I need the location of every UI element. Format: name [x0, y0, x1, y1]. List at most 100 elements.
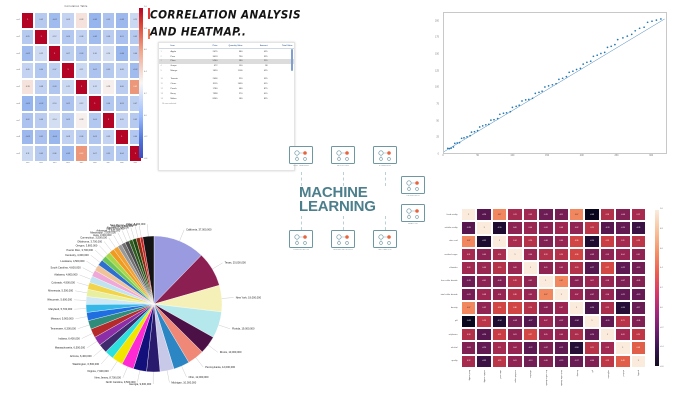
correlation-cell[interactable]: -0.02	[88, 28, 102, 46]
heatmap-cell[interactable]: -0.34	[568, 314, 585, 328]
table-cell[interactable]: 8245	[212, 97, 218, 100]
heatmap-cell[interactable]: -0.22	[522, 341, 539, 355]
correlation-cell[interactable]: 0.09	[61, 12, 75, 29]
table-cell[interactable]: 875	[263, 87, 268, 90]
heatmap-cell[interactable]: 0.09	[615, 327, 631, 342]
correlation-cell[interactable]: 0.05	[34, 12, 48, 29]
heatmap-cell[interactable]: 0.18	[461, 327, 477, 342]
heatmap-cell[interactable]: -0.06	[491, 274, 508, 288]
heatmap-cell[interactable]: 1	[507, 247, 523, 262]
table-cell[interactable]: 98	[265, 65, 268, 68]
heatmap-cell[interactable]: 0.21	[584, 341, 600, 355]
heatmap-cell[interactable]: -0.68	[461, 314, 477, 328]
correlation-cell[interactable]: 0.14	[101, 45, 116, 62]
correlation-cell[interactable]: 0.03	[74, 45, 89, 62]
table-cell[interactable]: 220	[238, 78, 243, 80]
correlation-cell[interactable]: 0.06	[74, 128, 89, 146]
correlation-cell[interactable]: 0.06	[101, 28, 116, 46]
correlation-cell[interactable]: 0.04	[61, 28, 75, 46]
heatmap-cell[interactable]: -0.07	[584, 287, 600, 302]
table-header-cell[interactable]: Item	[169, 43, 194, 50]
heatmap-cell[interactable]: 1	[476, 221, 492, 235]
correlation-cell[interactable]: 0.11	[61, 78, 75, 96]
correlation-heatmap-grid[interactable]: 1 0.05 -0.02 0.09 0.33 -0.05 0.02 -0.03 0.11 0.05…	[21, 12, 142, 162]
heatmap-cell[interactable]: 0.01	[538, 261, 554, 275]
heatmap-cell[interactable]: -0.09	[584, 247, 600, 262]
heatmap-cell[interactable]: -0.17	[630, 301, 646, 315]
heatmap-cell[interactable]: 0.11	[461, 247, 477, 262]
heatmap-cell[interactable]: 0.20	[522, 301, 539, 315]
heatmap-cell[interactable]: -0.27	[522, 314, 539, 328]
heatmap-cell[interactable]: 0.67	[568, 208, 585, 222]
correlation-cell[interactable]: 0.28	[74, 111, 89, 129]
heatmap-cell[interactable]: 0.04	[491, 287, 508, 302]
heatmap-cell[interactable]: 0.07	[584, 274, 600, 288]
heatmap-cell[interactable]: 0.36	[507, 301, 523, 315]
correlation-cell[interactable]: 1	[34, 28, 48, 46]
heatmap-cell[interactable]: 0.05	[599, 274, 616, 288]
heatmap-cell[interactable]: 0.23	[630, 234, 646, 248]
heatmap-cell[interactable]: -0.26	[461, 221, 477, 235]
table-cell[interactable]: Pear	[170, 55, 176, 58]
table-cell[interactable]: Citrus	[170, 82, 177, 85]
heatmap-cell[interactable]: -0.05	[538, 354, 554, 368]
heatmap-cell[interactable]: 0.23	[584, 221, 600, 235]
heatmap-cell[interactable]: -0.06	[461, 341, 477, 355]
heatmap-cell[interactable]: 0.11	[615, 234, 631, 248]
data-table-panel[interactable]: Item Price Quantity Value Amount Total Value…	[158, 42, 295, 171]
correlation-cell[interactable]: 0.12	[88, 78, 102, 96]
heatmap-cell[interactable]: -0.11	[461, 287, 477, 302]
table-cell[interactable]: 180	[238, 97, 243, 100]
correlation-cell[interactable]: 0.04	[101, 95, 116, 112]
heatmap-cell[interactable]: -0.01	[476, 274, 492, 288]
heatmap-cell[interactable]: -0.20	[476, 341, 492, 355]
heatmap-cell[interactable]: -0.20	[584, 327, 600, 342]
table-row[interactable]: 3 Plum 5240 180 215	[159, 58, 294, 64]
table-cell[interactable]: 3115	[212, 82, 218, 85]
table-header-cell[interactable]: Price	[194, 43, 219, 50]
heatmap-cell[interactable]: -0.13	[522, 354, 539, 368]
correlation-cell[interactable]: 0.14	[47, 111, 62, 129]
heatmap-cell[interactable]: 0.21	[615, 314, 631, 328]
heatmap-cell[interactable]: 0.08	[553, 221, 569, 235]
table-row[interactable]: 10 Tomato 2036 220 525	[159, 77, 294, 82]
heatmap-cell[interactable]: -0.19	[630, 287, 646, 302]
heatmap-cell[interactable]: 0.04	[599, 287, 616, 302]
heatmap-cell[interactable]: 0.06	[522, 247, 539, 262]
correlation-cell[interactable]: 0.02	[101, 12, 116, 29]
heatmap-cell[interactable]: -0.50	[615, 301, 631, 315]
heatmap-cell[interactable]: 0.04	[615, 247, 631, 262]
correlation-cell[interactable]: -0.03	[115, 12, 129, 29]
heatmap-cell[interactable]: 0.36	[568, 234, 585, 248]
table-cell[interactable]: 825	[263, 97, 268, 100]
heatmap-cell[interactable]: 0.14	[491, 247, 508, 262]
heatmap-cell[interactable]: 0.67	[461, 301, 477, 315]
heatmap-cell[interactable]: -0.19	[553, 354, 569, 368]
heatmap-cell[interactable]: -0.55	[476, 234, 492, 248]
heatmap-cell[interactable]: 0.00	[476, 247, 492, 262]
heatmap-cell[interactable]: 0.08	[476, 287, 492, 302]
table-row[interactable]: 11 Citrus 3115 1030 415	[159, 81, 294, 86]
correlation-cell[interactable]: 0.04	[115, 145, 129, 162]
correlation-cell[interactable]: 0.10	[88, 45, 102, 62]
heatmap-cell[interactable]: -0.06	[584, 354, 600, 368]
heatmap-cell[interactable]: -0.02	[568, 274, 585, 288]
heatmap-cell[interactable]: 0.11	[507, 208, 523, 222]
heatmap-cell[interactable]: 0.67	[538, 287, 554, 302]
table-cell[interactable]: 4	[160, 65, 162, 68]
heatmap-cell[interactable]: -0.15	[538, 208, 554, 222]
heatmap-cell[interactable]: 0.20	[491, 261, 508, 275]
heatmap-cell[interactable]: 1	[599, 327, 616, 342]
correlation-cell[interactable]: -0.05	[88, 12, 102, 29]
heatmap-cell[interactable]: 0.20	[568, 261, 585, 275]
heatmap-cell[interactable]: 1	[615, 341, 631, 355]
table-row[interactable]: 1 Apple 2075 380 425	[159, 49, 294, 54]
table-cell[interactable]: Plum	[169, 58, 194, 64]
heatmap-cell[interactable]: 0.07	[538, 314, 554, 328]
correlation-cell[interactable]: 0.33	[74, 12, 89, 29]
table-row[interactable]: 14 Melon 8245 180 825	[159, 96, 294, 101]
heatmap-cell[interactable]: 0.04	[507, 341, 523, 355]
table-cell[interactable]: 1180	[237, 70, 243, 73]
heatmap-cell[interactable]: 0.15	[568, 327, 585, 342]
heatmap-cell[interactable]: 1	[491, 234, 508, 248]
